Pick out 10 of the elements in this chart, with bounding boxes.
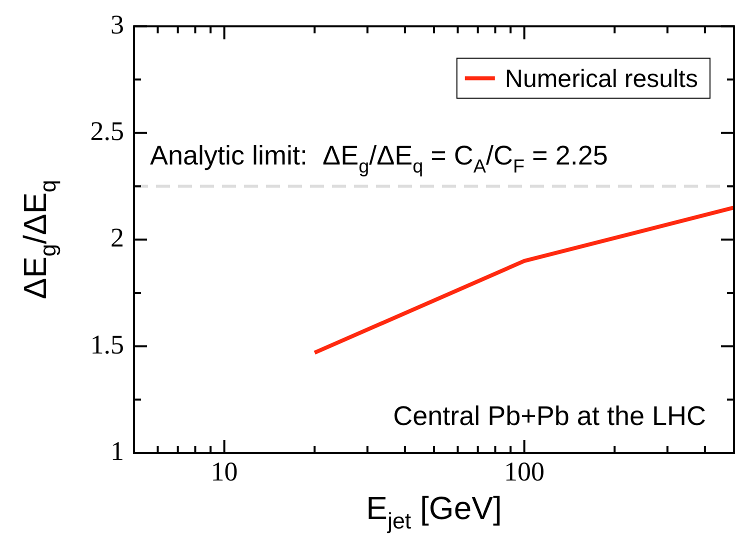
y-tick-label: 1 [110, 436, 124, 466]
y-tick-label: 3 [110, 9, 124, 40]
annotation: Central Pb+Pb at the LHC [393, 401, 706, 431]
y-tick-label: 2 [110, 222, 124, 253]
x-tick-label: 10 [210, 456, 238, 486]
legend-label: Numerical results [504, 65, 698, 94]
y-tick-label: 1.5 [90, 329, 124, 360]
x-tick-label: 100 [504, 456, 545, 486]
y-tick-label: 2.5 [90, 116, 124, 146]
y-axis-title: ΔEg/ΔEq [17, 180, 61, 300]
